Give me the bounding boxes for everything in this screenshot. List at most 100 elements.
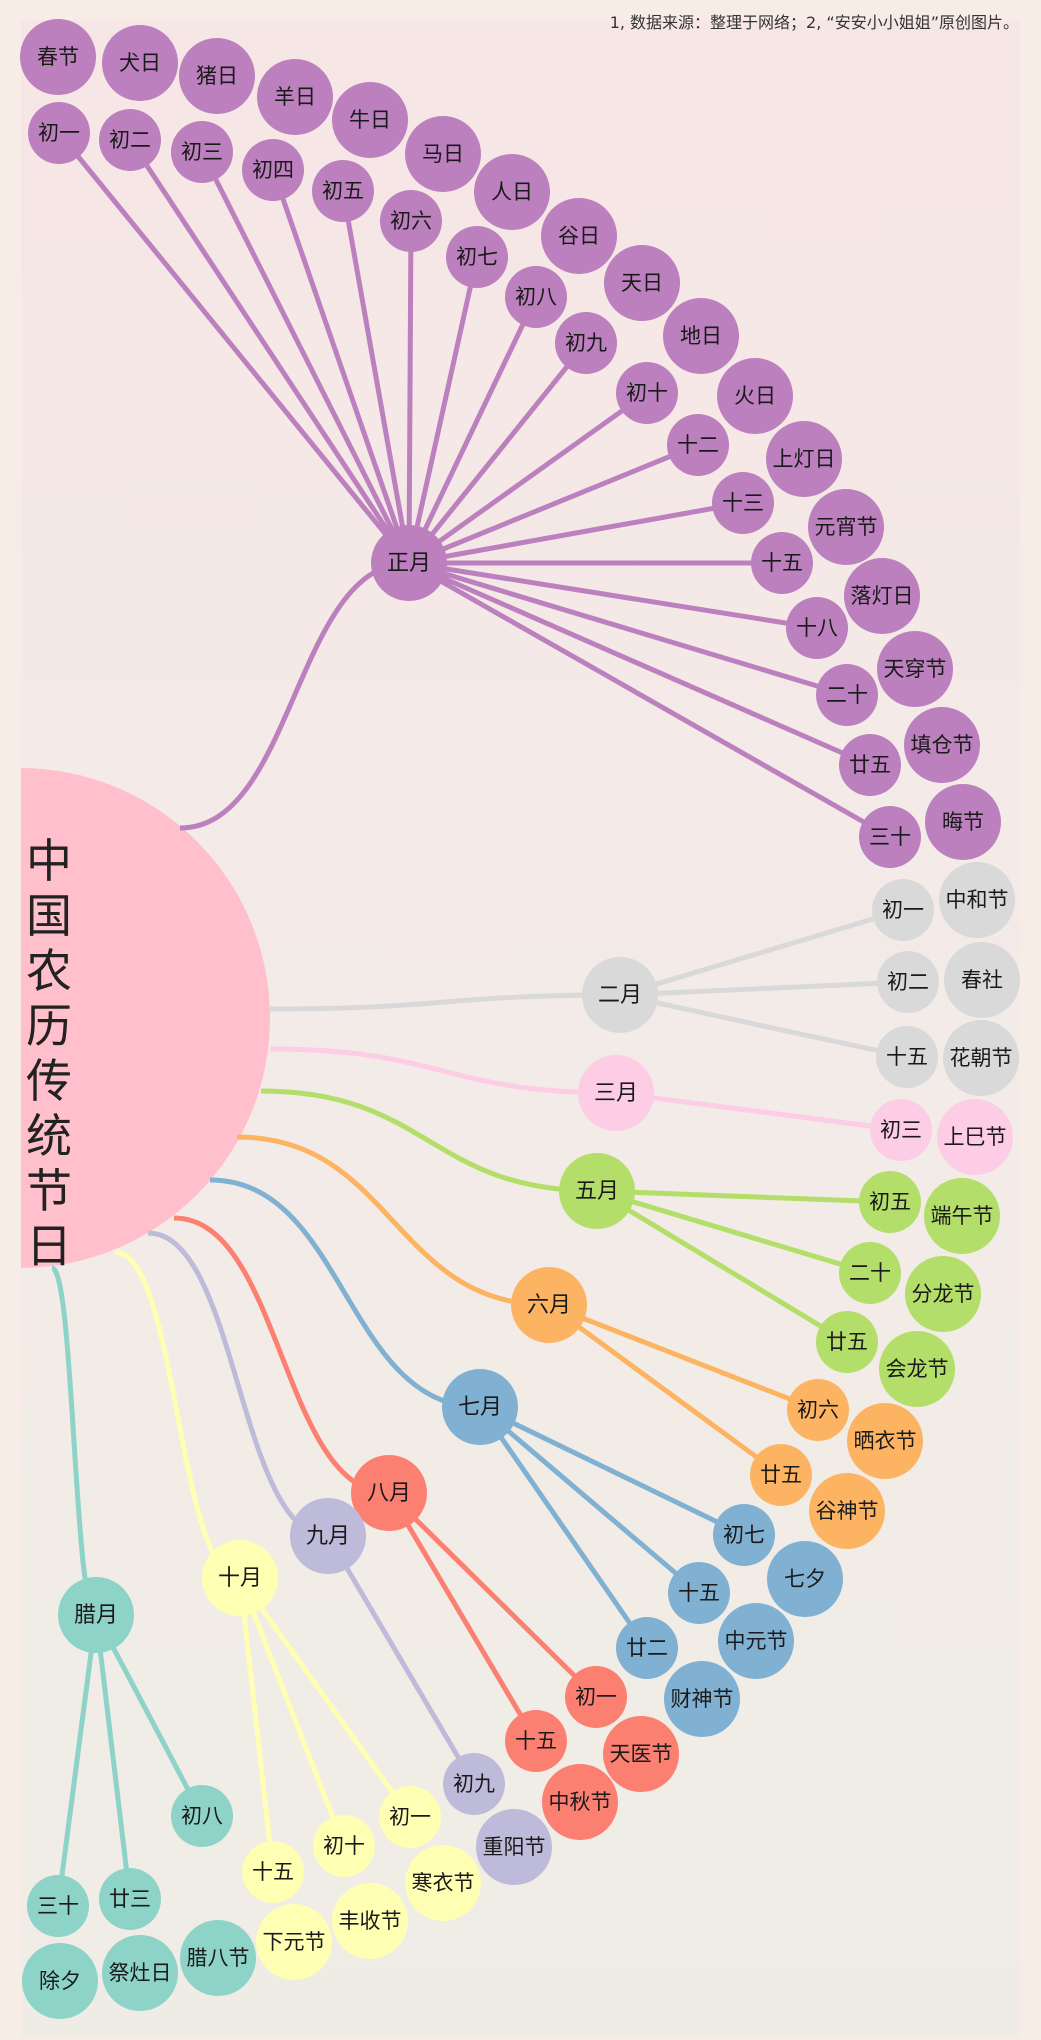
day-node: 初一 — [565, 1666, 627, 1728]
day-node-circle — [27, 1875, 89, 1937]
day-node: 二十 — [816, 664, 878, 726]
edge-layer — [0, 131, 909, 1907]
festival-node-circle — [405, 116, 481, 192]
day-node-circle — [859, 806, 921, 868]
festival-node-label: 中秋节 — [549, 1790, 612, 1814]
root-circle-mask — [0, 740, 21, 1300]
festival-node-circle — [717, 358, 793, 434]
day-node-label: 初三 — [181, 140, 223, 164]
root-title: 中国农历传统节日 — [26, 834, 72, 1273]
day-node-label: 初九 — [565, 331, 607, 355]
day-link — [237, 1577, 276, 1873]
day-node-label: 廿三 — [109, 1887, 151, 1911]
month-node-label: 三月 — [594, 1081, 638, 1106]
month-node: 八月 — [351, 1455, 427, 1531]
month-node-label: 腊月 — [74, 1603, 118, 1628]
day-node-label: 廿五 — [760, 1463, 802, 1487]
day-link — [387, 1491, 598, 1699]
month-link-9 — [114, 1249, 241, 1581]
festival-node-circle — [542, 1764, 618, 1840]
day-link — [408, 560, 818, 631]
day-node-label: 初八 — [181, 1804, 223, 1828]
day-link — [407, 341, 588, 565]
month-node-label: 正月 — [387, 551, 431, 576]
day-node-label: 初一 — [389, 1805, 431, 1829]
day-node-circle — [668, 1562, 730, 1624]
day-node: 初八 — [171, 1785, 233, 1847]
day-node: 初一 — [872, 879, 934, 941]
festival-node-circle — [809, 1473, 885, 1549]
festival-node-circle — [474, 154, 550, 230]
festival-node-circle — [943, 1020, 1019, 1096]
festival-node-label: 上巳节 — [944, 1125, 1007, 1149]
day-node: 初六 — [380, 190, 442, 252]
festival-node: 中元节 — [718, 1603, 794, 1679]
day-node-label: 初二 — [887, 970, 929, 994]
day-node-circle — [713, 1504, 775, 1566]
day-link — [596, 1188, 871, 1276]
day-node-circle — [750, 1444, 812, 1506]
day-node-label: 初五 — [869, 1190, 911, 1214]
festival-node: 财神节 — [664, 1661, 740, 1737]
day-link — [237, 1576, 413, 1819]
day-link — [478, 1405, 701, 1595]
day-node: 十三 — [712, 472, 774, 534]
day-node: 十八 — [786, 597, 848, 659]
festival-node-label: 落灯日 — [851, 584, 914, 608]
festival-node-label: 除夕 — [39, 1969, 81, 1993]
month-node-circle — [511, 1267, 587, 1343]
day-node-label: 初一 — [882, 898, 924, 922]
month-link-10 — [49, 1265, 99, 1618]
day-node-label: 三十 — [869, 825, 911, 849]
festival-node-circle — [718, 1603, 794, 1679]
festival-node-circle — [405, 1845, 481, 1921]
day-node: 初三 — [870, 1099, 932, 1161]
festival-node-label: 填仓节 — [911, 733, 974, 757]
month-node: 七月 — [442, 1369, 518, 1445]
day-node: 初十 — [313, 1815, 375, 1877]
day-node: 初八 — [505, 266, 567, 328]
festival-node-label: 端午节 — [931, 1204, 994, 1228]
day-link — [548, 1302, 819, 1413]
day-node-label: 十五 — [761, 551, 803, 575]
festival-node: 元宵节 — [808, 489, 884, 565]
festival-node-label: 犬日 — [119, 51, 161, 75]
day-node: 初四 — [242, 139, 304, 201]
festival-node-label: 寒衣节 — [412, 1871, 475, 1895]
day-node-label: 十五 — [252, 1860, 294, 1884]
festival-node: 天医节 — [603, 1716, 679, 1792]
festival-node: 中和节 — [939, 862, 1015, 938]
day-node-circle — [839, 1242, 901, 1304]
festival-node: 中秋节 — [542, 1764, 618, 1840]
day-node-label: 初六 — [390, 209, 432, 233]
day-link — [477, 1405, 650, 1650]
day-node: 初一 — [379, 1786, 441, 1848]
festival-node-circle — [905, 1256, 981, 1332]
day-link — [199, 150, 412, 565]
day-link — [408, 442, 699, 566]
source-note: 1, 数据来源：整理于网络；2, “安安小小姐姐”原创图片。 — [609, 13, 1019, 32]
day-node-label: 初八 — [515, 285, 557, 309]
month-node-circle — [290, 1498, 366, 1574]
festival-node-circle — [332, 1883, 408, 1959]
day-node-circle — [870, 1099, 932, 1161]
festival-node-label: 地日 — [680, 324, 722, 348]
day-node-circle — [876, 1026, 938, 1088]
day-node-circle — [242, 139, 304, 201]
day-node-label: 十五 — [678, 1581, 720, 1605]
festival-node-circle — [844, 558, 920, 634]
festival-node-label: 七夕 — [784, 1567, 826, 1591]
month-node-circle — [371, 525, 447, 601]
festival-node-label: 天日 — [621, 271, 663, 295]
festival-node-label: 猪日 — [196, 64, 238, 88]
month-node: 正月 — [371, 525, 447, 601]
day-node: 十五 — [876, 1026, 938, 1088]
festival-node-label: 谷日 — [558, 224, 600, 248]
month-node-label: 八月 — [367, 1481, 411, 1506]
festival-node: 地日 — [663, 298, 739, 374]
month-node: 五月 — [559, 1153, 635, 1229]
festival-node-label: 牛日 — [349, 108, 391, 132]
festival-node-label: 马日 — [422, 142, 464, 166]
festival-node-label: 花朝节 — [950, 1046, 1013, 1070]
